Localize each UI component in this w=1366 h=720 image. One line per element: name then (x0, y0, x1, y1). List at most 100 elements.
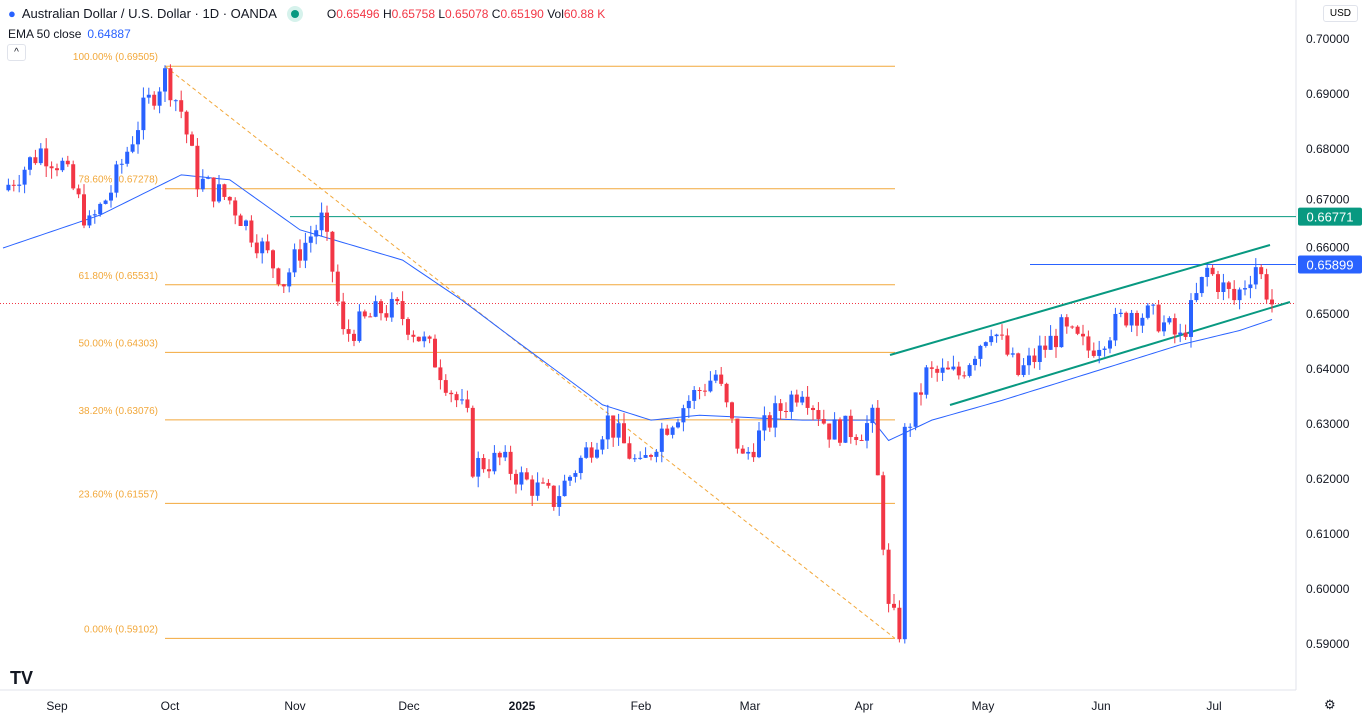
tradingview-logo[interactable]: TV (10, 668, 34, 688)
candle-body (573, 473, 578, 477)
candle-body (600, 439, 605, 450)
candle-body (784, 410, 788, 412)
currency-button[interactable]: USD (1322, 5, 1358, 22)
candle-body (1010, 353, 1015, 355)
candle-body (190, 134, 194, 146)
candle-body (973, 358, 977, 366)
settings-icon[interactable]: ⚙ (1324, 697, 1336, 712)
candle-body (1081, 333, 1085, 337)
candle-body (767, 415, 772, 428)
fib-level-label: 38.20% (0.63076) (78, 406, 158, 417)
candle-body (897, 607, 902, 640)
symbol-title[interactable]: Australian Dollar / U.S. Dollar · 1D · O… (21, 6, 277, 21)
candle-body (724, 383, 729, 403)
candle-body (1270, 299, 1274, 305)
price-tick: 0.61000 (1306, 527, 1350, 541)
candle-body (157, 91, 162, 106)
candle-body (265, 241, 270, 251)
candle-body (940, 367, 945, 373)
candle-body (163, 68, 167, 92)
candle-body (811, 407, 815, 411)
price-tick: 0.65000 (1306, 307, 1350, 321)
candle-body (470, 407, 475, 477)
candle-body (746, 451, 751, 454)
candle-body (55, 168, 59, 171)
candle-body (454, 394, 459, 401)
candle-body (292, 249, 297, 273)
symbol-header: ● Australian Dollar / U.S. Dollar · 1D ·… (8, 6, 605, 21)
candle-body (676, 422, 680, 428)
fib-level-label: 23.60% (0.61557) (78, 489, 158, 500)
candle-body (1037, 345, 1042, 362)
candle-body (1032, 355, 1037, 362)
candle-body (1118, 312, 1123, 314)
candle-body (449, 392, 454, 395)
candle-body (692, 390, 697, 401)
candle-body (1189, 300, 1193, 337)
ohlc-readout: O0.65496 H0.65758 L0.65078 C0.65190 Vol6… (326, 6, 606, 21)
candle-body (708, 380, 713, 392)
candle-body (141, 97, 146, 131)
collapse-legend-button[interactable]: ^ (7, 44, 26, 61)
candle-body (1183, 332, 1188, 337)
candle-body (109, 192, 113, 201)
candle-body (1108, 340, 1112, 349)
candle-body (865, 423, 869, 441)
candle-body (28, 157, 32, 170)
candle-body (951, 366, 956, 370)
price-tick: 0.64000 (1306, 362, 1350, 376)
candle-body (49, 166, 54, 169)
candle-body (859, 439, 864, 441)
candle-body (1070, 326, 1075, 328)
candle-body (98, 203, 103, 215)
candle-body (1075, 326, 1080, 334)
price-label-text: 0.65899 (1307, 258, 1354, 273)
candle-body (800, 396, 805, 403)
candle-body (514, 473, 518, 485)
candle-body (492, 452, 497, 472)
candle-body (1097, 349, 1102, 356)
candle-body (114, 164, 119, 193)
candle-body (983, 342, 988, 346)
candle-body (751, 451, 756, 458)
candle-body (303, 242, 308, 261)
market-status-icon (290, 9, 299, 18)
candle-body (184, 111, 189, 135)
price-tick: 0.68000 (1306, 142, 1350, 156)
candle-body (487, 469, 491, 472)
candle-body (281, 284, 286, 287)
time-tick: May (972, 699, 995, 713)
candle-body (881, 475, 886, 550)
candle-body (524, 472, 529, 480)
candle-body (854, 437, 859, 440)
candle-body (519, 472, 524, 485)
time-tick: Jul (1206, 699, 1221, 713)
candle-body (60, 160, 65, 171)
candle-body (848, 415, 853, 438)
candle-body (589, 447, 594, 458)
candle-body (1145, 305, 1150, 318)
candle-body (805, 396, 810, 408)
candle-body (1210, 267, 1215, 275)
candle-body (735, 418, 740, 449)
candle-body (368, 316, 373, 318)
candle-body (1178, 332, 1183, 335)
candle-body (557, 496, 562, 507)
fib-level-label: 0.00% (0.59102) (84, 624, 158, 635)
candle-body (730, 402, 734, 419)
candle-body (1259, 267, 1264, 275)
ema-legend[interactable]: EMA 50 close 0.64887 (8, 27, 131, 41)
candle-body (643, 455, 648, 458)
candle-body (638, 457, 643, 459)
candle-body (1216, 274, 1220, 292)
ema50-line (2, 174, 1273, 442)
candle-body (119, 163, 124, 165)
candle-body (200, 178, 205, 190)
candle-body (670, 427, 675, 435)
candle-body (659, 428, 664, 452)
candle-body (1135, 312, 1139, 326)
candle-body (503, 451, 508, 458)
time-tick: Sep (46, 699, 68, 713)
candle-body (438, 367, 443, 381)
